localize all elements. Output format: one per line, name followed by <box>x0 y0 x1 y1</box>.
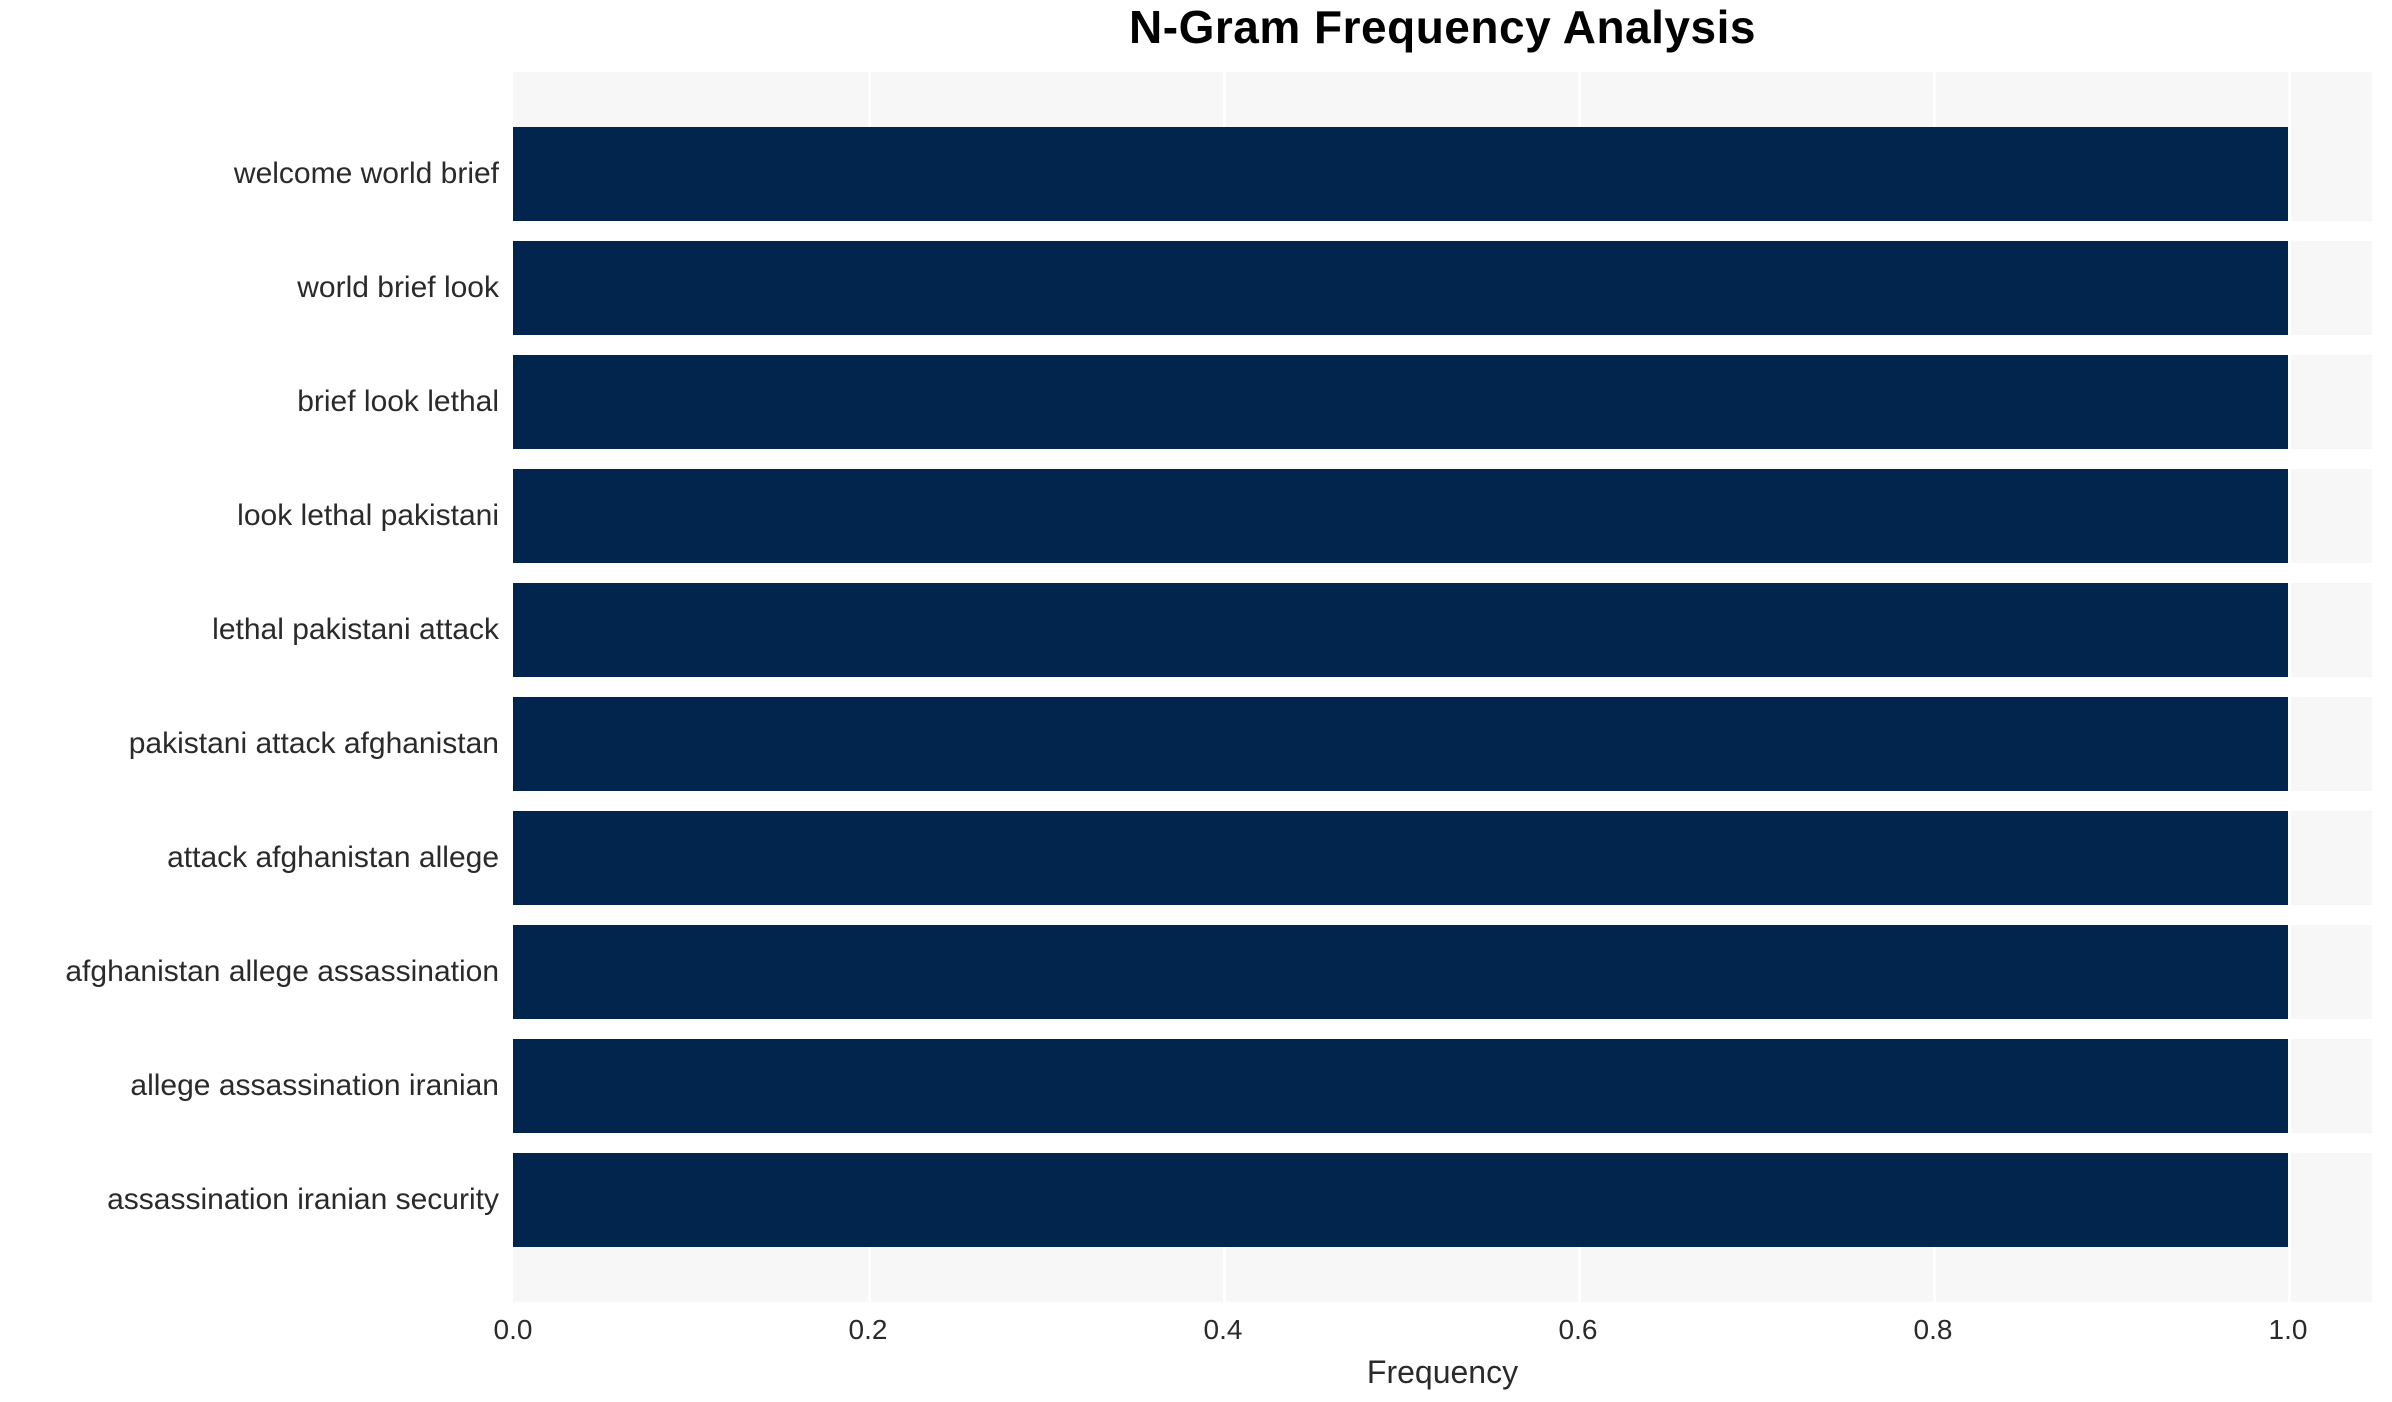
y-axis-category-label: lethal pakistani attack <box>212 613 499 646</box>
bar-row <box>513 1039 2372 1133</box>
row-gap <box>513 905 2372 925</box>
bar-row <box>513 241 2372 335</box>
row-gap <box>513 791 2372 811</box>
y-label-row: welcome world brief <box>0 127 499 221</box>
row-gap <box>513 449 2372 469</box>
bar-look-lethal-pakistani <box>513 469 2288 563</box>
x-axis-tick-label: 0.0 <box>493 1314 533 1345</box>
bar-group <box>513 72 2372 1302</box>
y-axis-category-label: pakistani attack afghanistan <box>128 727 499 760</box>
row-gap <box>513 1133 2372 1153</box>
x-axis-title: Frequency <box>1366 1354 1519 1390</box>
plot-area <box>513 72 2372 1302</box>
y-label-row: pakistani attack afghanistan <box>0 697 499 791</box>
y-label-row: brief look lethal <box>0 355 499 449</box>
y-label-row: lethal pakistani attack <box>0 583 499 677</box>
x-axis-tick-label: 0.4 <box>1203 1314 1243 1345</box>
chart-title: N-Gram Frequency Analysis <box>1129 1 1756 53</box>
y-axis-category-labels: welcome world brief world brief look brief… <box>0 72 499 1302</box>
y-label-row: look lethal pakistani <box>0 469 499 563</box>
y-axis-category-label: afghanistan allege assassination <box>65 955 499 988</box>
y-label-gap <box>0 449 499 469</box>
bar-pakistani-attack-afghanistan <box>513 697 2288 791</box>
bar-row <box>513 469 2372 563</box>
y-label-gap <box>0 563 499 583</box>
row-gap <box>513 1019 2372 1039</box>
bar-assassination-iranian-security <box>513 1153 2288 1247</box>
y-label-gap <box>0 1133 499 1153</box>
row-gap <box>513 563 2372 583</box>
y-axis-category-label: welcome world brief <box>233 157 499 190</box>
y-axis-category-label: look lethal pakistani <box>237 499 499 532</box>
bar-row <box>513 925 2372 1019</box>
bar-lethal-pakistani-attack <box>513 583 2288 677</box>
bar-row <box>513 583 2372 677</box>
bar-row <box>513 1153 2372 1247</box>
y-label-gap <box>0 791 499 811</box>
x-axis-tick-label: 1.0 <box>2268 1314 2308 1345</box>
y-axis-category-label: attack afghanistan allege <box>167 841 499 874</box>
y-label-row: attack afghanistan allege <box>0 811 499 905</box>
y-label-row: afghanistan allege assassination <box>0 925 499 1019</box>
row-gap <box>513 677 2372 697</box>
row-gap <box>513 221 2372 241</box>
bar-row <box>513 811 2372 905</box>
y-axis-category-label: allege assassination iranian <box>130 1069 499 1102</box>
y-label-gap <box>0 905 499 925</box>
row-gap <box>513 335 2372 355</box>
bar-attack-afghanistan-allege <box>513 811 2288 905</box>
x-axis-tick-label: 0.6 <box>1558 1314 1598 1345</box>
y-label-row: world brief look <box>0 241 499 335</box>
bar-allege-assassination-iranian <box>513 1039 2288 1133</box>
y-axis-category-label: world brief look <box>297 271 499 304</box>
y-label-row: assassination iranian security <box>0 1153 499 1247</box>
bar-brief-look-lethal <box>513 355 2288 449</box>
y-label-gap <box>0 335 499 355</box>
y-axis-category-label: brief look lethal <box>297 385 499 418</box>
y-axis-category-label: assassination iranian security <box>107 1183 499 1216</box>
bar-world-brief-look <box>513 241 2288 335</box>
x-axis-tick-label: 0.2 <box>848 1314 888 1345</box>
y-label-gap <box>0 221 499 241</box>
bar-row <box>513 355 2372 449</box>
bar-welcome-world-brief <box>513 127 2288 221</box>
y-label-row: allege assassination iranian <box>0 1039 499 1133</box>
bar-row <box>513 697 2372 791</box>
bar-afghanistan-allege-assassination <box>513 925 2288 1019</box>
y-label-gap <box>0 1019 499 1039</box>
y-label-gap <box>0 677 499 697</box>
x-axis-tick-label: 0.8 <box>1913 1314 1953 1345</box>
bar-row <box>513 127 2372 221</box>
